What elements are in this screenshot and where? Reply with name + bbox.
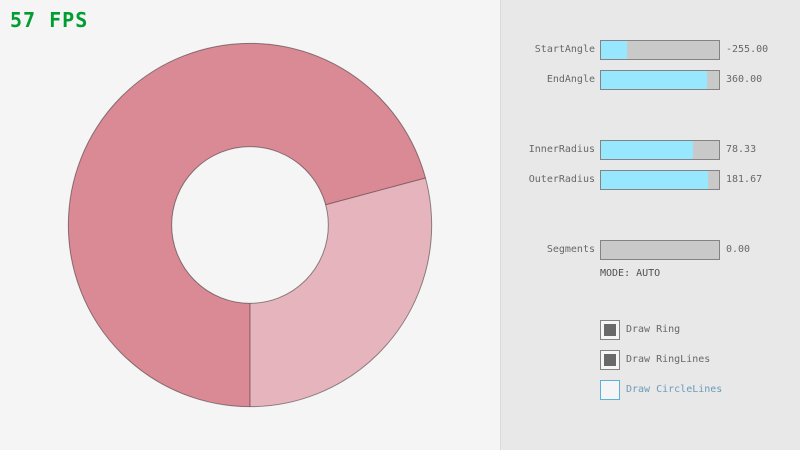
- startangle-value: -255.00: [726, 44, 769, 55]
- innerradius-value: 78.33: [726, 144, 757, 155]
- draw-circlelines-label: Draw CircleLines: [626, 384, 723, 395]
- segments-value: 0.00: [726, 244, 751, 255]
- ring-inner-line: [171, 146, 329, 304]
- segments-row: Segments 0.00: [500, 240, 800, 260]
- innerradius-slider-fill: [601, 141, 694, 159]
- endangle-label: EndAngle: [546, 74, 595, 85]
- mode-label: MODE: AUTO: [600, 268, 661, 279]
- ring-sector-overlap: [68, 43, 426, 407]
- innerradius-slider[interactable]: [600, 140, 720, 160]
- fps-counter: 57 FPS: [10, 8, 89, 32]
- outerradius-label: OuterRadius: [528, 174, 595, 185]
- draw-ringlines-label: Draw RingLines: [626, 354, 711, 365]
- endangle-value: 360.00: [726, 74, 763, 85]
- innerradius-row: InnerRadius 78.33: [500, 140, 800, 160]
- draw-ringlines-checkbox[interactable]: [600, 350, 620, 370]
- startangle-slider[interactable]: [600, 40, 720, 60]
- startangle-label: StartAngle: [534, 44, 595, 55]
- segments-label: Segments: [546, 244, 595, 255]
- ring-radial-start-line: [325, 177, 426, 206]
- ring-sector-single: [250, 177, 432, 407]
- outerradius-value: 181.67: [726, 174, 763, 185]
- endangle-slider[interactable]: [600, 70, 720, 90]
- outerradius-slider[interactable]: [600, 170, 720, 190]
- draw-ring-label: Draw Ring: [626, 324, 681, 335]
- draw-ringlines-checkmark: [604, 354, 616, 366]
- segments-slider[interactable]: [600, 240, 720, 260]
- draw-circlelines-checkbox[interactable]: [600, 380, 620, 400]
- draw-ring-checkbox[interactable]: [600, 320, 620, 340]
- endangle-slider-fill: [601, 71, 708, 89]
- outerradius-row: OuterRadius 181.67: [500, 170, 800, 190]
- draw-ring-checkmark: [604, 324, 616, 336]
- outerradius-slider-fill: [601, 171, 709, 189]
- endangle-row: EndAngle 360.00: [500, 70, 800, 90]
- ring-outer-line: [67, 42, 433, 408]
- innerradius-label: InnerRadius: [528, 144, 595, 155]
- startangle-slider-fill: [601, 41, 627, 59]
- startangle-row: StartAngle -255.00: [500, 40, 800, 60]
